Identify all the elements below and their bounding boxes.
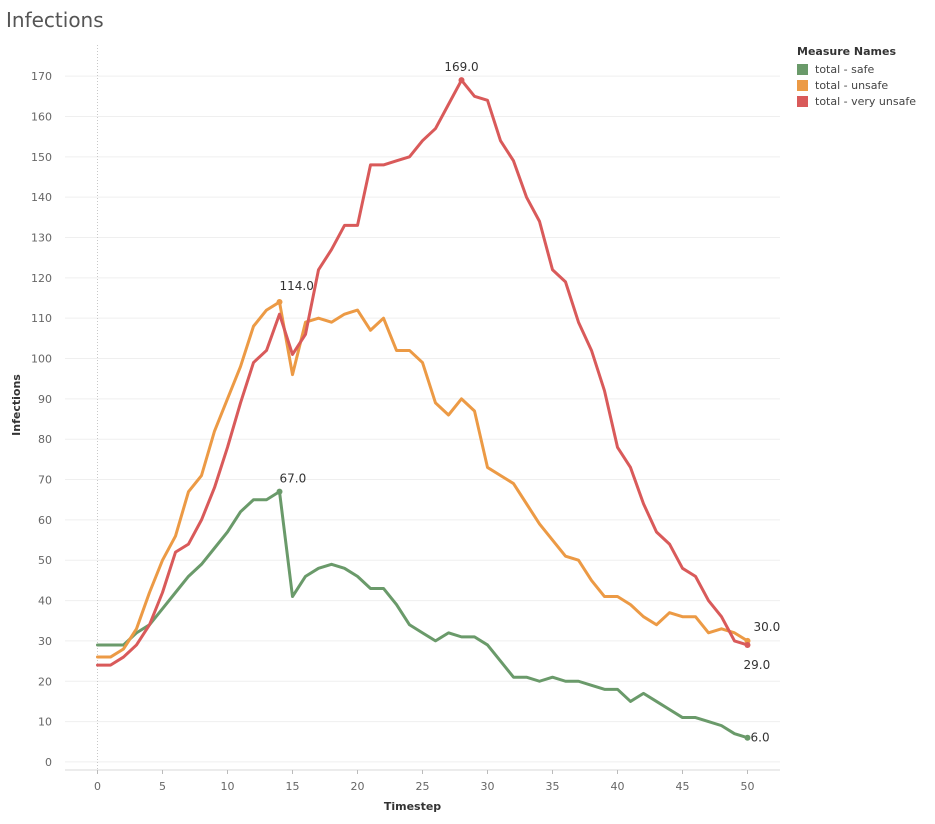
y-tick-label: 150 xyxy=(31,151,52,164)
data-point-marker-safe xyxy=(276,488,283,495)
x-tick-label: 25 xyxy=(416,780,430,793)
y-tick-label: 90 xyxy=(38,393,52,406)
y-tick-label: 80 xyxy=(38,433,52,446)
y-tick-label: 0 xyxy=(45,756,52,769)
y-tick-label: 10 xyxy=(38,716,52,729)
x-tick-label: 10 xyxy=(221,780,235,793)
legend-label-unsafe: total - unsafe xyxy=(815,78,889,92)
x-tick-label: 45 xyxy=(676,780,690,793)
data-label-very-unsafe: 29.0 xyxy=(744,658,771,672)
x-tick-label: 0 xyxy=(94,780,101,793)
x-tick-label: 5 xyxy=(159,780,166,793)
data-point-marker-very-unsafe xyxy=(744,641,751,648)
x-axis-title: Timestep xyxy=(384,800,441,813)
y-tick-label: 30 xyxy=(38,635,52,648)
legend-item-unsafe[interactable]: total - unsafe xyxy=(797,77,916,93)
y-tick-label: 40 xyxy=(38,595,52,608)
data-point-marker-unsafe xyxy=(276,299,283,306)
legend-item-safe[interactable]: total - safe xyxy=(797,61,916,77)
legend-swatch-unsafe xyxy=(797,79,808,91)
y-tick-label: 60 xyxy=(38,514,52,527)
legend: Measure Names total - safe total - unsaf… xyxy=(797,45,916,109)
series-line-very-unsafe xyxy=(96,78,749,667)
data-label-very-unsafe: 169.0 xyxy=(444,60,478,74)
series-line-safe xyxy=(96,490,749,740)
y-tick-label: 70 xyxy=(38,474,52,487)
legend-label-safe: total - safe xyxy=(815,62,875,76)
legend-label-very-unsafe: total - very unsafe xyxy=(815,94,916,108)
data-point-marker-very-unsafe xyxy=(458,77,465,84)
y-tick-label: 100 xyxy=(31,353,52,366)
data-point-marker-safe xyxy=(744,734,751,741)
data-label-unsafe: 114.0 xyxy=(280,279,314,293)
x-tick-label: 50 xyxy=(741,780,755,793)
y-tick-label: 50 xyxy=(38,554,52,567)
legend-title: Measure Names xyxy=(797,45,897,58)
y-tick-label: 110 xyxy=(31,312,52,325)
x-tick-label: 35 xyxy=(546,780,560,793)
chart-title: Infections xyxy=(6,8,104,32)
data-label-unsafe: 30.0 xyxy=(754,620,781,634)
y-tick-label: 170 xyxy=(31,70,52,83)
x-tick-label: 40 xyxy=(611,780,625,793)
x-tick-label: 30 xyxy=(481,780,495,793)
y-tick-label: 160 xyxy=(31,110,52,123)
y-tick-label: 120 xyxy=(31,272,52,285)
data-label-safe: 67.0 xyxy=(280,472,307,486)
legend-swatch-very-unsafe xyxy=(797,95,808,107)
data-label-safe: 6.0 xyxy=(751,731,770,745)
y-axis-title: Infections xyxy=(10,374,23,436)
series-line-unsafe xyxy=(96,300,749,659)
y-tick-label: 130 xyxy=(31,232,52,245)
legend-item-very-unsafe[interactable]: total - very unsafe xyxy=(797,93,916,109)
y-tick-label: 140 xyxy=(31,191,52,204)
x-tick-label: 15 xyxy=(286,780,300,793)
legend-swatch-safe xyxy=(797,63,808,75)
x-tick-label: 20 xyxy=(351,780,365,793)
y-tick-label: 20 xyxy=(38,675,52,688)
